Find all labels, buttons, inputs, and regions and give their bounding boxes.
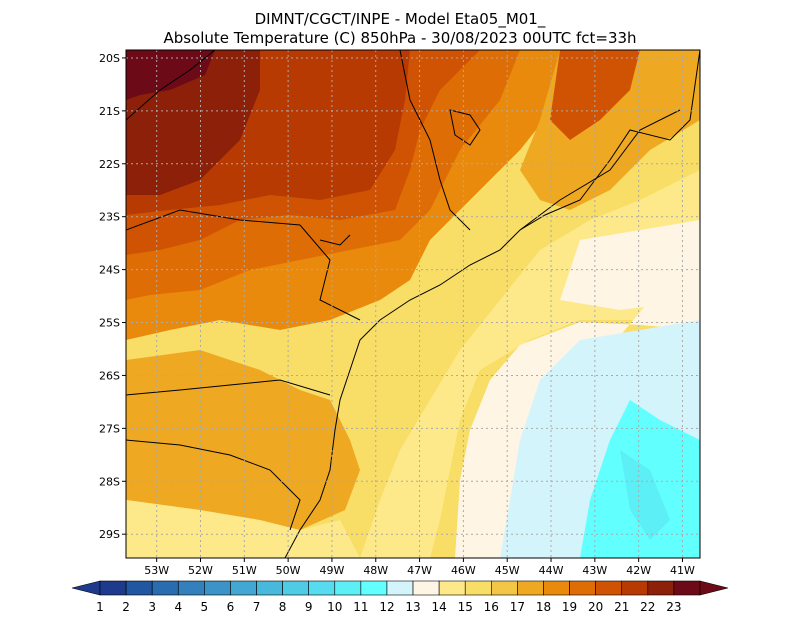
colorbar-swatch [151,580,179,596]
colorbar-swatch [177,580,205,596]
reservoir-1 [449,109,481,146]
band-cyan-dark [620,450,670,540]
colorbar-label: 11 [353,600,368,614]
title-line-1: DIMNT/CGCT/INPE - Model Eta05_M01_ [255,10,546,29]
state-border-4 [126,439,301,531]
lat-tick-label: 23S [99,211,120,224]
state-border-3 [126,379,331,396]
state-border-6 [519,109,681,231]
band-yellow-southwest [126,500,360,558]
lon-tick-label: 42W [626,564,651,577]
colorbar-swatch [543,580,570,596]
title-line-2: Absolute Temperature (C) 850hPa - 30/08/… [163,29,636,47]
colorbar-swatch [125,580,153,596]
colorbar-swatch [438,580,466,596]
colorbar-swatch [464,580,492,596]
colorbar-label: 18 [536,600,551,614]
colorbar-swatch [569,580,596,596]
colorbar-label: 2 [122,600,130,614]
grid-lines [126,50,700,558]
lat-tick-label: 24S [99,264,120,277]
lon-tick-label: 46W [451,564,476,577]
colorbar-swatch [595,580,623,596]
colorbar-swatch [517,580,544,596]
lat-axis: 20S 21S 22S 23S 24S 25S 26S 27S 28S 29S [99,52,126,541]
lon-tick-label: 43W [582,564,607,577]
colorbar-label: 5 [201,600,209,614]
lat-tick-label: 27S [99,422,120,435]
colorbar: 1 2 3 4 5 6 7 8 9 10 11 12 13 14 15 16 17 18 19 20 21 22 23 [71,580,729,614]
map-frame [125,49,701,559]
colorbar-label: 8 [279,600,287,614]
colorbar-label: 6 [227,600,235,614]
lon-tick-label: 53W [144,564,169,577]
colorbar-label: 16 [484,600,499,614]
lon-axis: 53W 52W 51W 50W 49W 48W 47W 46W 45W 44W 43W 42W 41W [144,558,695,577]
colorbar-label: 15 [458,600,473,614]
colorbar-label: 19 [562,600,577,614]
colorbar-label: 23 [666,600,681,614]
colorbar-swatch [256,580,283,596]
colorbar-swatch [99,580,127,596]
reservoir-2 [319,234,351,246]
colorbar-arrow-high [699,580,729,596]
lat-tick-label: 29S [99,528,120,541]
colorbar-label: 7 [253,600,261,614]
temperature-field [126,50,700,558]
colorbar-swatch [647,580,675,596]
lon-tick-label: 44W [539,564,564,577]
lat-tick-label: 21S [99,105,120,118]
lon-tick-label: 47W [407,564,432,577]
colorbar-swatch [230,580,257,596]
colorbar-label: 13 [405,600,420,614]
colorbar-label: 12 [379,600,394,614]
colorbar-swatch [621,580,649,596]
band-cream-2 [560,220,700,310]
colorbar-label: 3 [148,600,156,614]
colorbar-label: 10 [327,600,342,614]
colorbar-arrow-low [71,580,101,596]
colorbar-swatch [360,580,388,596]
colorbar-label: 21 [614,600,629,614]
colorbar-swatch [308,580,336,596]
colorbar-swatch [491,580,518,596]
lat-tick-label: 20S [99,52,120,65]
colorbar-label: 4 [174,600,182,614]
lon-tick-label: 52W [188,564,213,577]
lat-tick-label: 28S [99,475,120,488]
colorbar-swatch [204,580,231,596]
colorbar-swatch [386,580,414,596]
colorbar-label: 9 [305,600,313,614]
colorbar-label: 1 [96,600,104,614]
lon-tick-label: 51W [232,564,257,577]
colorbar-swatch [334,580,362,596]
band-orange-south [126,350,360,530]
lat-tick-label: 25S [99,317,120,330]
colorbar-label: 22 [640,600,655,614]
colorbar-swatch [673,580,701,596]
colorbar-swatch [282,580,309,596]
state-border-2 [126,209,361,321]
lon-tick-label: 50W [276,564,301,577]
state-border-5 [399,50,471,231]
band-hottest [126,50,215,100]
lat-tick-label: 26S [99,369,120,382]
lon-tick-label: 48W [363,564,388,577]
colorbar-label: 17 [510,600,525,614]
colorbar-label: 20 [588,600,603,614]
lat-tick-label: 22S [99,158,120,171]
state-border-1 [126,50,216,121]
lon-tick-label: 45W [495,564,520,577]
lon-tick-label: 49W [320,564,345,577]
colorbar-swatch [412,580,440,596]
lon-tick-label: 41W [670,564,695,577]
colorbar-label: 14 [431,600,446,614]
